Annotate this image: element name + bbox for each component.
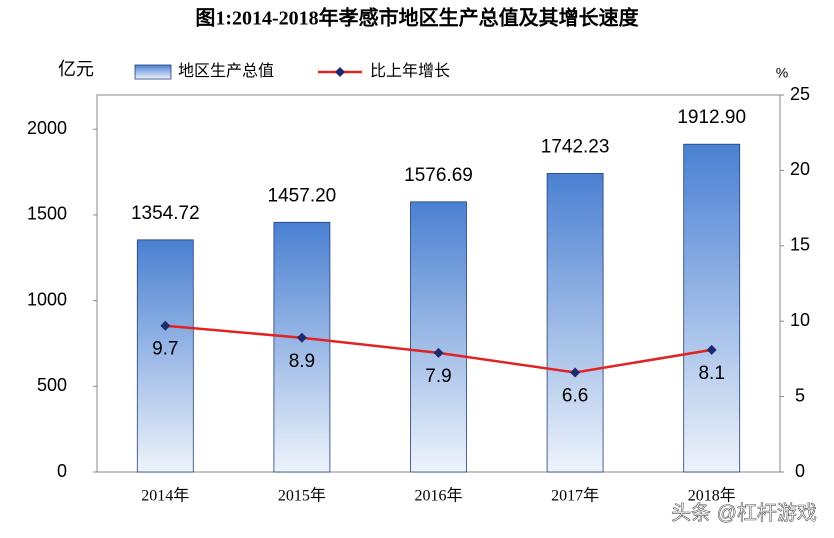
- x-tick-label: 2018年: [688, 487, 736, 505]
- y2-tick-label: 25: [790, 84, 810, 104]
- bar: [136, 239, 194, 473]
- bar-value-label: 1354.72: [131, 203, 200, 224]
- line-marker: [296, 332, 307, 343]
- line-value-label: 8.9: [289, 351, 315, 372]
- y-tick-label: 500: [37, 375, 67, 395]
- y-tick-label: 1000: [27, 289, 67, 309]
- legend-label: 比上年增长: [370, 62, 450, 80]
- line-value-label: 8.1: [698, 363, 724, 384]
- x-tick-label: 2015年: [278, 487, 326, 505]
- bar-value-label: 1457.20: [268, 185, 337, 206]
- line-value-label: 7.9: [425, 366, 451, 387]
- bar-value-label: 1742.23: [541, 136, 610, 157]
- bar-value-label: 1576.69: [404, 165, 473, 186]
- line-marker: [570, 367, 581, 378]
- bar: [410, 201, 467, 473]
- legend-marker: [335, 67, 345, 77]
- y2-axis-label: %: [776, 65, 788, 81]
- chart-title: 图1:2014-2018年孝感市地区生产总值及其增长速度: [195, 6, 639, 30]
- x-tick-label: 2017年: [551, 487, 599, 505]
- y-tick-label: 1500: [27, 204, 67, 224]
- y2-tick-label: 5: [795, 385, 805, 405]
- bar: [546, 173, 604, 473]
- line-value-label: 9.7: [152, 339, 178, 360]
- bar-value-label: 1912.90: [677, 107, 746, 128]
- y2-tick-label: 15: [790, 235, 810, 255]
- y-tick-label: 0: [57, 461, 67, 481]
- line-marker: [160, 320, 171, 331]
- legend-label: 地区生产总值: [178, 62, 274, 80]
- bar: [273, 221, 331, 473]
- y-axis-label: 亿元: [58, 59, 94, 79]
- x-tick-label: 2014年: [141, 487, 189, 505]
- bar: [683, 143, 741, 473]
- y-tick-label: 2000: [27, 118, 67, 138]
- line-marker: [433, 347, 444, 358]
- y2-tick-label: 0: [795, 461, 805, 481]
- y2-tick-label: 10: [790, 310, 810, 330]
- watermark: 头条 @杠杆游戏: [671, 501, 817, 524]
- line-value-label: 6.6: [562, 385, 588, 406]
- y2-tick-label: 20: [790, 159, 810, 179]
- line-marker: [706, 344, 717, 355]
- x-tick-label: 2016年: [414, 487, 462, 505]
- legend-swatch: [134, 64, 172, 80]
